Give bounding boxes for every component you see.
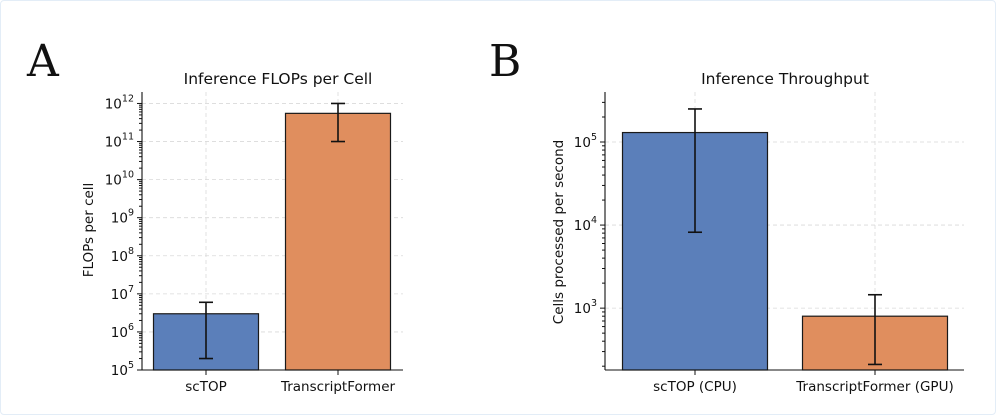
chart-a-ytick-label-1: 106 [111,322,134,341]
chart-a: Inference FLOPs per Cell FLOPs per cell … [81,70,403,395]
chart-a-xtick-label-0: scTOP [185,379,226,395]
chart-a-ylabel: FLOPs per cell [81,183,97,278]
panel-letter-a: A [26,36,60,87]
chart-b-title: Inference Throughput [701,70,869,88]
chart-a-ytick-label-3: 108 [111,246,134,265]
chart-b-xtick-label-1: TranscriptFormer (GPU) [795,379,953,395]
chart-b-ytick-label-1: 104 [574,215,597,234]
chart-a-bar-1 [284,112,392,371]
chart-a-xtick-label-1: TranscriptFormer [280,379,396,395]
chart-b: Inference Throughput Cells processed per… [551,70,964,395]
chart-a-ytick-label-4: 109 [111,208,134,227]
chart-a-ytick-label-5: 1010 [105,170,134,189]
chart-b-xtick-label-0: scTOP (CPU) [653,379,737,395]
panel-letter-b: B [489,36,521,87]
chart-a-ytick-label-7: 1012 [105,93,134,112]
chart-b-ylabel: Cells processed per second [551,140,567,324]
chart-b-ytick-label-2: 105 [574,132,597,151]
chart-a-ytick-label-0: 105 [111,360,134,379]
chart-b-ytick-label-0: 103 [574,298,597,317]
chart-a-ytick-label-6: 1011 [105,132,134,151]
chart-a-ytick-label-2: 107 [111,284,134,303]
chart-a-title: Inference FLOPs per Cell [184,70,373,88]
